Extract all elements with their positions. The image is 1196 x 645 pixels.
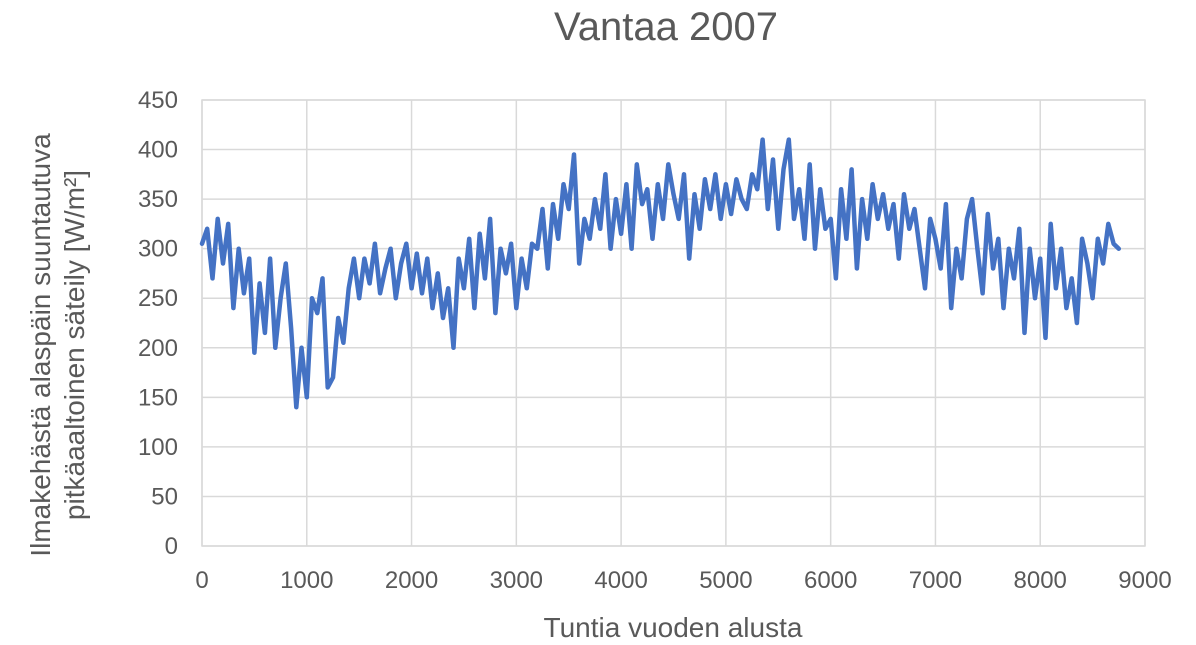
plot-area (201, 99, 1146, 547)
x-axis-ticks: 0 1000 2000 3000 4000 5000 6000 7000 8000 9000 (195, 567, 1171, 594)
y-tick-label: 150 (138, 384, 178, 411)
y-axis-label: Ilmakehästä alaspäin suuntautuva pitkäaa… (25, 133, 90, 557)
x-tick-label: 1000 (280, 567, 333, 594)
x-tick-label: 6000 (804, 567, 857, 594)
x-axis-label: Tuntia vuoden alusta (544, 612, 803, 643)
y-tick-label: 200 (138, 335, 178, 362)
x-tick-label: 3000 (490, 567, 543, 594)
y-axis-label-line2: pitkäaaltoinen säteily [W/m²] (59, 170, 90, 520)
y-tick-label: 300 (138, 236, 178, 263)
y-tick-label: 350 (138, 186, 178, 213)
y-axis-label-line1: Ilmakehästä alaspäin suuntautuva (25, 133, 56, 557)
x-tick-label: 2000 (385, 567, 438, 594)
y-tick-label: 450 (138, 87, 178, 114)
x-tick-label: 5000 (699, 567, 752, 594)
x-tick-label: 4000 (594, 567, 647, 594)
x-tick-label: 9000 (1118, 567, 1171, 594)
y-tick-label: 0 (165, 533, 178, 560)
y-tick-label: 50 (151, 483, 178, 510)
x-tick-label: 8000 (1014, 567, 1067, 594)
y-tick-label: 400 (138, 137, 178, 164)
chart-title: Vantaa 2007 (554, 5, 778, 49)
series-line (199, 137, 1122, 410)
x-tick-label: 0 (195, 567, 208, 594)
x-tick-label: 7000 (909, 567, 962, 594)
y-tick-label: 250 (138, 285, 178, 312)
y-tick-label: 100 (138, 434, 178, 461)
y-axis-ticks: 0 50 100 150 200 250 300 350 400 450 (138, 87, 178, 560)
